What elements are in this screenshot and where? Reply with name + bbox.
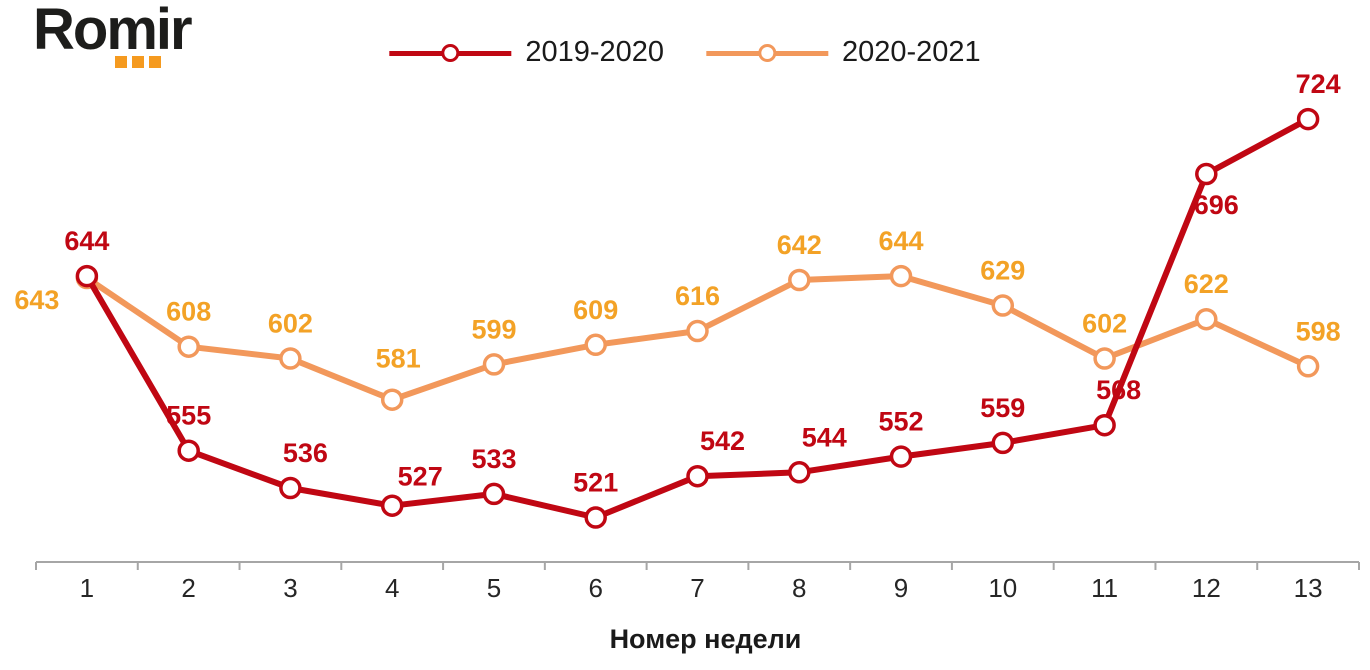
x-tick-label: 8: [792, 573, 806, 603]
legend-swatch-2020-2021: [706, 43, 828, 63]
x-tick-label: 10: [988, 573, 1017, 603]
marker-2020-2021-week-2: [177, 335, 200, 358]
romir-logo-text: Romir: [33, 0, 193, 62]
x-tick-label: 7: [690, 573, 704, 603]
chart-legend: 2019-2020 2020-2021: [389, 36, 981, 69]
x-tick-label: 11: [1091, 573, 1118, 603]
marker-2020-2021-week-8: [788, 268, 811, 292]
legend-label-2020-2021: 2020-2021: [842, 36, 981, 68]
data-label-2019-2020-week-10: 559: [980, 393, 1025, 423]
legend-item-2020-2021: 2020-2021: [706, 36, 981, 69]
marker-2019-2020-week-10: [991, 431, 1015, 455]
data-label-2020-2021-week-10: 629: [980, 256, 1025, 286]
x-tick-label: 6: [588, 573, 602, 603]
x-axis-title: Номер недели: [610, 624, 802, 654]
data-label-2020-2021-week-12: 622: [1184, 269, 1229, 299]
data-label-2020-2021-week-9: 644: [878, 226, 923, 256]
data-label-2020-2021-week-6: 609: [573, 295, 618, 325]
data-label-2020-2021-week-4: 581: [376, 344, 421, 374]
data-label-2019-2020-week-1: 644: [64, 226, 109, 256]
marker-2020-2021-week-11: [1093, 347, 1116, 370]
legend-item-2019-2020: 2019-2020: [389, 36, 664, 69]
data-label-2020-2021-week-8: 642: [777, 230, 822, 260]
data-label-2020-2021-week-3: 602: [268, 309, 313, 339]
marker-2019-2020-week-5: [482, 482, 506, 506]
marker-2019-2020-week-6: [584, 506, 607, 529]
x-tick-label: 9: [894, 573, 908, 603]
marker-2019-2020-week-4: [380, 494, 404, 517]
x-tick-label: 5: [487, 573, 501, 603]
data-label-2019-2020-week-8: 544: [802, 422, 847, 452]
data-label-2020-2021-week-13: 598: [1296, 316, 1341, 346]
romir-logo-dots-icon: [115, 56, 161, 68]
marker-2019-2020-week-12: [1195, 162, 1218, 186]
legend-swatch-2019-2020: [389, 43, 512, 63]
marker-2019-2020-week-7: [686, 464, 709, 488]
marker-2020-2021-week-10: [991, 294, 1015, 317]
data-label-2019-2020-week-6: 521: [573, 468, 618, 498]
marker-2020-2021-week-13: [1296, 355, 1320, 378]
data-label-2020-2021-week-1: 643: [14, 285, 59, 315]
marker-2019-2020-week-13: [1296, 107, 1320, 131]
data-label-2019-2020-week-4: 527: [398, 462, 443, 492]
x-tick-label: 13: [1294, 573, 1323, 603]
data-label-2019-2020-week-2: 555: [166, 401, 211, 431]
marker-2019-2020-week-11: [1093, 413, 1116, 437]
romir-logo: Romir: [33, 0, 233, 78]
data-label-2019-2020-week-12: 696: [1194, 190, 1239, 220]
legend-label-2019-2020: 2019-2020: [525, 36, 664, 68]
data-label-2019-2020-week-5: 533: [471, 444, 516, 474]
data-label-2020-2021-week-2: 608: [166, 297, 211, 327]
data-label-2019-2020-week-11: 568: [1096, 375, 1141, 405]
marker-2019-2020-week-1: [75, 264, 99, 288]
marker-2019-2020-week-8: [788, 461, 811, 484]
marker-2019-2020-week-3: [279, 476, 302, 500]
marker-2020-2021-week-9: [889, 264, 913, 288]
marker-2019-2020-week-9: [889, 445, 913, 468]
data-label-2019-2020-week-7: 542: [700, 426, 745, 456]
data-label-2019-2020-week-13: 724: [1296, 69, 1341, 99]
x-tick-label: 1: [80, 573, 94, 603]
data-label-2020-2021-week-7: 616: [675, 281, 720, 311]
data-label-2020-2021-week-5: 599: [471, 314, 516, 344]
marker-2020-2021-week-5: [482, 353, 506, 376]
marker-2020-2021-week-6: [584, 333, 607, 357]
marker-2019-2020-week-2: [177, 439, 200, 462]
x-tick-label: 4: [385, 573, 399, 603]
marker-2020-2021-week-12: [1195, 307, 1218, 331]
marker-2020-2021-week-4: [380, 388, 404, 411]
x-tick-label: 12: [1192, 573, 1221, 603]
legend-marker-icon: [441, 43, 460, 62]
x-tick-label: 2: [181, 573, 195, 603]
data-label-2019-2020-week-9: 552: [878, 407, 923, 437]
x-tick-label: 3: [283, 573, 297, 603]
marker-2020-2021-week-7: [686, 319, 709, 343]
data-label-2019-2020-week-3: 536: [283, 438, 328, 468]
data-label-2020-2021-week-11: 602: [1082, 309, 1127, 339]
legend-marker-icon: [758, 43, 776, 62]
marker-2020-2021-week-3: [279, 347, 302, 370]
